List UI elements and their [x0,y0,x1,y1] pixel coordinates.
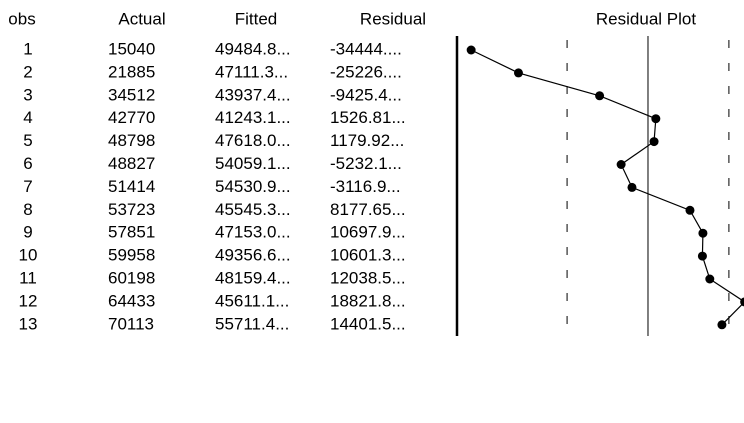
cell: 10697.9... [330,223,406,242]
cell: 2 [23,62,32,81]
cell: 9 [23,223,32,242]
cell: 18821.8... [330,291,406,310]
residual-point [649,137,659,147]
cell: 11 [19,268,37,287]
cell: 21885 [108,62,155,81]
residual-point [717,320,727,330]
residual-point [595,91,605,101]
cell: 43937.4... [215,85,291,104]
cell: 48827 [108,154,155,173]
cell: 64433 [108,291,155,310]
cell: 47111.3... [215,62,288,81]
cell: 1179.92... [330,131,404,150]
cell: 10 [19,246,38,265]
residual-point [466,45,476,55]
residual-point [651,114,661,124]
column-header: Residual Plot [596,9,696,28]
cell: 57851 [108,223,155,242]
cell: 14401.5... [330,314,406,333]
cell: 54059.1... [215,154,291,173]
residual-point [705,274,715,284]
cell: 8 [23,200,32,219]
cell: 12 [19,291,38,310]
cell: 55711.4... [215,314,289,333]
cell: 13 [19,314,38,333]
cell: 12038.5... [330,268,406,287]
cell: 5 [23,131,32,150]
residual-line [470,49,744,326]
cell: 42770 [108,108,155,127]
residual-point [698,228,708,238]
cell: 41243.1... [215,108,291,127]
cell: 59958 [108,246,155,265]
column-header: Fitted [235,9,278,28]
cell: 15040 [108,39,155,58]
cell: 45611.1... [215,291,289,310]
cell: 34512 [108,85,155,104]
cell: 10601.3... [330,246,406,265]
cell: 48798 [108,131,155,150]
column-header: Actual [118,9,165,28]
residual-point [697,251,707,261]
cell: 45545.3... [215,200,291,219]
residual-point [740,297,744,307]
column-header: obs [8,9,35,28]
cell: 7 [23,177,32,196]
cell: 1 [23,39,32,58]
residual-point [616,160,626,169]
cell: 53723 [108,200,155,219]
cell: -25226.... [330,62,402,81]
cell: -5232.1... [330,154,402,173]
cell: -9425.4... [330,85,402,104]
cell: 60198 [108,268,155,287]
residual-point [685,205,695,215]
residual-point [627,182,637,192]
cell: 8177.65... [330,200,406,219]
cell: 49484.8... [215,39,291,58]
cell: 4 [23,108,32,127]
cell: 47153.0... [215,223,291,242]
cell: 6 [23,154,32,173]
cell: 48159.4... [215,268,291,287]
cell: 51414 [108,177,155,196]
cell: 54530.9... [215,177,291,196]
column-header: Residual [360,9,426,28]
cell: -3116.9... [330,177,401,196]
cell: 70113 [108,314,154,333]
cell: -34444.... [330,39,402,58]
residual-point [513,68,523,78]
cell: 3 [23,85,32,104]
cell: 1526.81... [330,108,406,127]
cell: 49356.6... [215,246,291,265]
cell: 47618.0... [215,131,291,150]
